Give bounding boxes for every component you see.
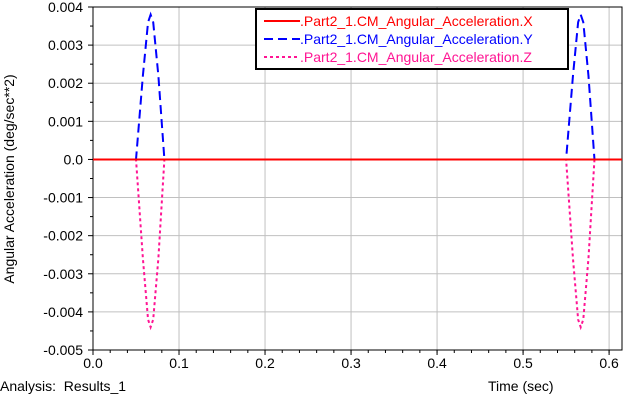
x-tick-label: 0.4 — [427, 355, 447, 371]
analysis-label: Analysis: Results_1 — [0, 378, 126, 394]
y-tick-label: 0.004 — [48, 0, 83, 15]
axis-text: Angular Acceleration (deg/sec**2) Time (… — [0, 74, 554, 394]
y-tick-label: -0.003 — [43, 266, 83, 282]
x-tick-label: 0.0 — [83, 355, 103, 371]
y-axis-label: Angular Acceleration (deg/sec**2) — [1, 74, 17, 283]
x-tick-label: 0.2 — [255, 355, 275, 371]
x-axis-label: Time (sec) — [488, 378, 554, 394]
y-tick-label: 0.001 — [48, 113, 83, 129]
y-tick-label: 0.0 — [64, 151, 84, 167]
series-line-z — [93, 158, 622, 331]
y-tick-label: -0.005 — [43, 342, 83, 358]
legend-entry-z: .Part2_1.CM_Angular_Acceleration.Z — [300, 49, 532, 65]
legend-box — [255, 8, 569, 70]
x-tick-label: 0.1 — [169, 355, 189, 371]
legend-entry-y: .Part2_1.CM_Angular_Acceleration.Y — [300, 31, 533, 47]
x-tick-label: 0.5 — [513, 355, 533, 371]
legend: .Part2_1.CM_Angular_Acceleration.X .Part2… — [255, 8, 569, 70]
axis-ticks: 0.0 0.1 0.2 0.3 0.4 0.5 0.60.0040.0030.0020.00… — [43, 0, 619, 371]
y-tick-label: 0.003 — [48, 37, 83, 53]
series-group — [93, 11, 622, 331]
y-tick-label: -0.004 — [43, 304, 83, 320]
legend-entry-x: .Part2_1.CM_Angular_Acceleration.X — [300, 13, 533, 29]
x-tick-label: 0.3 — [341, 355, 361, 371]
x-tick-label: 0.6 — [599, 355, 619, 371]
y-tick-label: -0.002 — [43, 228, 83, 244]
y-tick-label: -0.001 — [43, 190, 83, 206]
y-tick-label: 0.002 — [48, 75, 83, 91]
